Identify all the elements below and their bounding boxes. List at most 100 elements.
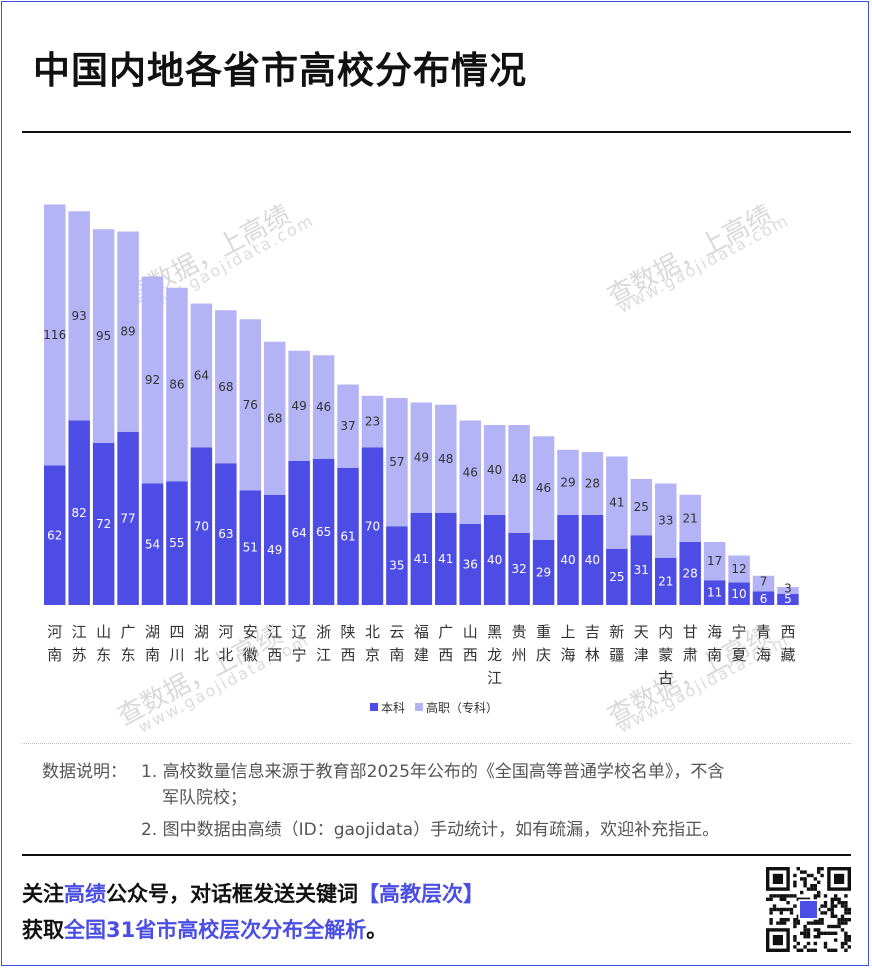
qr-module	[817, 921, 821, 925]
data-label-bachelor: 11	[707, 586, 722, 600]
qr-module	[810, 921, 814, 925]
data-label-vocational: 48	[511, 472, 526, 486]
qr-module	[823, 911, 828, 915]
qr-module	[830, 907, 834, 912]
qr-finder	[772, 935, 783, 946]
data-label-bachelor: 40	[560, 553, 575, 567]
qr-module	[823, 941, 828, 946]
data-label-vocational: 40	[487, 463, 502, 477]
bar-vocational	[532, 436, 555, 540]
report-title-text: 全国31省市高校层次分布全解析	[64, 918, 367, 942]
category-label: 北	[194, 646, 209, 664]
qr-module	[813, 935, 817, 939]
qr-module	[844, 918, 848, 922]
category-label: 山	[96, 623, 111, 641]
qr-module	[820, 931, 824, 935]
data-label-bachelor: 29	[536, 565, 551, 579]
qr-module	[844, 907, 848, 912]
qr-module	[840, 945, 845, 949]
category-label: 陕	[341, 623, 356, 641]
qr-module	[766, 897, 770, 901]
bar-bachelor	[68, 420, 90, 605]
category-label: 江	[487, 669, 502, 687]
category-label: 庆	[536, 646, 551, 664]
category-label: 内	[658, 623, 673, 641]
qr-module	[810, 873, 814, 878]
bar-vocational	[68, 211, 90, 421]
category-label: 河	[218, 623, 233, 641]
category-label: 疆	[609, 646, 624, 664]
data-label-bachelor: 10	[731, 587, 746, 601]
category-label: 林	[585, 646, 600, 664]
data-label-vocational: 25	[634, 500, 649, 514]
qr-module	[840, 914, 845, 918]
bar-vocational	[459, 420, 481, 524]
note-item-1-cont: 军队院校；	[162, 788, 247, 808]
data-label-vocational: 49	[414, 451, 429, 465]
data-label-vocational: 48	[438, 452, 453, 466]
qr-module	[806, 897, 811, 901]
qr-module	[810, 948, 814, 952]
note-item-2: 2. 图中数据由高绩（ID：gaojidata）手动统计，如有疏漏，欢迎补充指正…	[141, 820, 720, 840]
qr-module	[800, 877, 804, 881]
category-label: 东	[96, 646, 111, 664]
data-label-vocational: 33	[658, 514, 673, 528]
category-label: 广	[438, 623, 453, 641]
qr-module	[834, 931, 838, 935]
bar-bachelor	[459, 524, 481, 605]
category-label: 江	[72, 623, 87, 641]
qr-module	[840, 928, 845, 932]
qr-module	[783, 918, 787, 922]
qr-module	[837, 918, 841, 922]
data-label-bachelor: 31	[634, 563, 649, 577]
category-label: 上	[560, 623, 575, 641]
qr-module	[769, 911, 773, 915]
qr-module	[783, 897, 787, 901]
bar-vocational	[703, 542, 726, 581]
qr-module	[823, 901, 828, 905]
category-label: 州	[512, 646, 527, 664]
qr-module	[813, 884, 817, 888]
qr-module	[789, 907, 794, 912]
qr-module	[779, 894, 783, 898]
qr-module	[793, 880, 797, 884]
qr-module	[817, 928, 821, 932]
qr-module	[796, 921, 800, 925]
category-label: 京	[365, 646, 380, 664]
bar-vocational	[752, 575, 775, 592]
qr-module	[786, 918, 790, 922]
qr-module	[840, 941, 845, 946]
qr-module	[789, 894, 794, 898]
qr-module	[772, 904, 777, 908]
data-label-bachelor: 77	[120, 511, 135, 525]
bar-vocational	[239, 319, 262, 491]
category-label: 海	[560, 646, 575, 664]
qr-module	[776, 921, 780, 925]
qr-module	[817, 890, 821, 895]
qr-module	[813, 948, 817, 952]
data-label-vocational: 89	[120, 325, 135, 339]
qr-module	[803, 928, 807, 932]
data-label-bachelor: 40	[585, 553, 600, 567]
category-label: 西	[438, 646, 453, 664]
footer-line-2: 获取全国31省市高校层次分布全解析。	[22, 914, 387, 944]
qr-module	[834, 894, 838, 898]
qr-module	[769, 894, 773, 898]
page-title: 中国内地各省市高校分布情况	[33, 49, 527, 92]
data-label-bachelor: 61	[340, 529, 355, 543]
category-label: 青	[756, 623, 771, 641]
bar-bachelor	[44, 465, 66, 605]
qr-module	[793, 918, 797, 922]
bar-vocational	[679, 494, 701, 542]
bar-bachelor	[777, 593, 799, 605]
category-label: 南	[389, 646, 404, 664]
qr-module	[830, 924, 834, 929]
qr-module	[834, 924, 838, 929]
category-label: 建	[414, 646, 429, 664]
qr-module	[840, 904, 845, 908]
qr-module	[803, 870, 807, 874]
qr-module	[793, 873, 797, 878]
bar-bachelor	[92, 443, 115, 605]
account-name-link: 高绩	[64, 882, 106, 906]
qr-module	[823, 945, 828, 949]
